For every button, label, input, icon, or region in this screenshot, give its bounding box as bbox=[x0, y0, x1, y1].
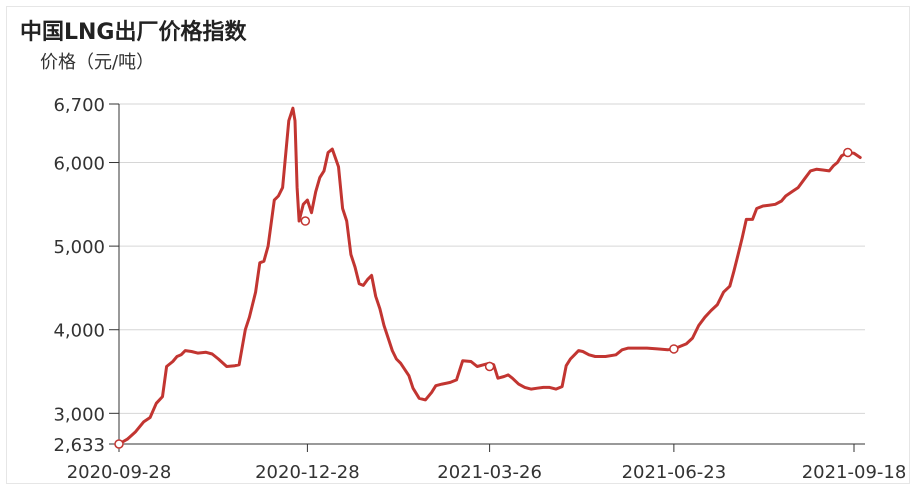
y-tick-label: 5,000 bbox=[53, 237, 105, 258]
y-tick-label: 6,000 bbox=[53, 154, 105, 175]
x-tick-label: 2021-09-18 bbox=[802, 462, 907, 483]
chart-title: 中国LNG出厂价格指数 bbox=[20, 20, 247, 45]
series-line bbox=[117, 106, 862, 446]
y-tick-labels: 2,633 3,000 4,000 5,000 6,000 6,700 bbox=[53, 95, 105, 456]
data-point-marker bbox=[843, 147, 853, 158]
x-tick-label: 2021-06-23 bbox=[622, 462, 727, 483]
series-group bbox=[117, 106, 862, 446]
data-point-marker bbox=[484, 361, 495, 372]
y-tick-label: 6,700 bbox=[53, 95, 105, 116]
y-tick-label: 2,633 bbox=[53, 435, 105, 456]
x-tick-label: 2020-09-28 bbox=[67, 462, 172, 483]
markers-group bbox=[114, 147, 853, 449]
y-tick-label: 3,000 bbox=[53, 404, 105, 425]
chart-frame bbox=[6, 6, 910, 484]
axes bbox=[109, 103, 865, 452]
data-point-marker bbox=[114, 439, 124, 449]
x-tick-label: 2021-03-26 bbox=[437, 462, 542, 483]
y-tick-label: 4,000 bbox=[53, 321, 105, 342]
data-point-marker bbox=[669, 344, 679, 354]
y-axis-label: 价格（元/吨） bbox=[40, 52, 155, 73]
data-point-marker bbox=[300, 216, 311, 226]
x-tick-label: 2020-12-28 bbox=[255, 462, 360, 483]
x-tick-labels: 2020-09-28 2020-12-28 2021-03-26 2021-06-23… bbox=[67, 462, 907, 483]
